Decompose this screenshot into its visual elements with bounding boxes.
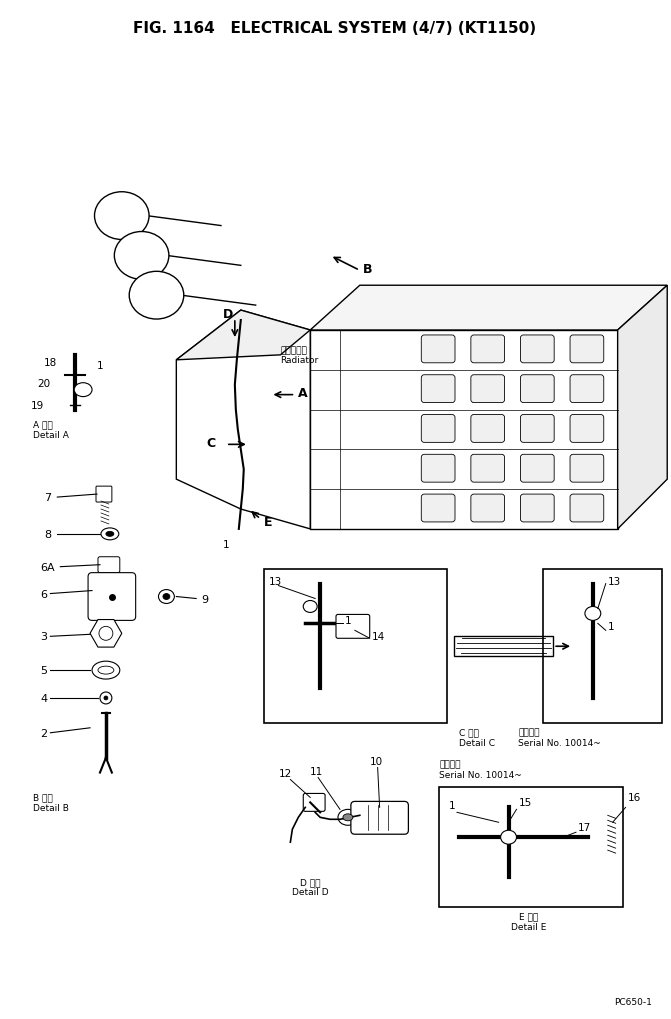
Text: 3: 3 [40,632,48,642]
Ellipse shape [163,594,170,600]
Text: 適用号艦
Serial No. 10014~: 適用号艦 Serial No. 10014~ [439,760,522,780]
Text: 13: 13 [608,576,621,586]
Circle shape [104,696,108,700]
Text: 12: 12 [278,768,292,777]
Text: 1: 1 [449,801,456,810]
FancyBboxPatch shape [521,375,554,404]
Circle shape [99,627,113,641]
Text: 13: 13 [268,576,282,586]
Ellipse shape [74,383,92,397]
Text: 15: 15 [519,798,531,808]
Ellipse shape [106,532,114,537]
Text: 9: 9 [201,594,208,604]
Polygon shape [310,286,667,330]
FancyBboxPatch shape [88,573,136,621]
FancyBboxPatch shape [521,494,554,523]
Text: 1: 1 [97,361,103,371]
Text: 2: 2 [40,728,48,738]
FancyBboxPatch shape [439,788,623,907]
FancyBboxPatch shape [421,454,455,483]
Text: 適用号艦
Serial No. 10014~: 適用号艦 Serial No. 10014~ [519,729,601,748]
Text: FIG. 1164   ELECTRICAL SYSTEM (4/7) (KT1150): FIG. 1164 ELECTRICAL SYSTEM (4/7) (KT115… [134,20,537,36]
FancyBboxPatch shape [471,494,505,523]
Ellipse shape [114,232,169,280]
Text: PC650-1: PC650-1 [615,998,652,1007]
Text: B 詳細
Detail B: B 詳細 Detail B [32,793,68,812]
Text: A 詳細
Detail A: A 詳細 Detail A [32,420,68,439]
FancyBboxPatch shape [421,494,455,523]
Text: 4: 4 [40,693,48,703]
Ellipse shape [92,661,120,680]
FancyBboxPatch shape [471,415,505,443]
FancyBboxPatch shape [570,375,604,404]
FancyBboxPatch shape [303,794,325,811]
Ellipse shape [585,607,601,621]
FancyBboxPatch shape [351,802,409,835]
FancyBboxPatch shape [570,415,604,443]
Ellipse shape [130,272,184,320]
Text: 16: 16 [627,793,641,803]
Text: 1: 1 [608,622,615,632]
Text: B: B [363,263,372,275]
Text: 6A: 6A [40,562,55,572]
Text: 7: 7 [44,492,52,502]
Text: D: D [223,308,234,320]
Text: 14: 14 [372,632,385,642]
Text: A: A [299,387,308,399]
FancyBboxPatch shape [521,454,554,483]
Polygon shape [310,330,617,530]
Ellipse shape [101,529,119,540]
Ellipse shape [501,830,517,845]
Ellipse shape [303,601,317,612]
Text: 10: 10 [370,756,383,766]
FancyBboxPatch shape [421,335,455,364]
Ellipse shape [95,193,149,240]
FancyBboxPatch shape [521,415,554,443]
Text: 19: 19 [31,400,44,411]
Text: 5: 5 [40,665,48,676]
Ellipse shape [98,666,114,675]
FancyBboxPatch shape [570,335,604,364]
Polygon shape [176,311,310,361]
Text: 17: 17 [578,822,591,833]
Text: 18: 18 [44,358,57,368]
FancyBboxPatch shape [570,454,604,483]
Ellipse shape [338,809,358,825]
Ellipse shape [158,590,174,604]
FancyBboxPatch shape [96,487,112,502]
FancyBboxPatch shape [421,375,455,404]
Text: C: C [206,436,215,449]
Text: 1: 1 [345,615,352,626]
FancyBboxPatch shape [471,454,505,483]
Text: 11: 11 [310,766,323,775]
Text: 20: 20 [38,378,50,388]
Text: C 詳細
Detail C: C 詳細 Detail C [459,729,495,748]
Text: 1: 1 [223,539,229,549]
Text: 8: 8 [44,529,52,539]
FancyBboxPatch shape [521,335,554,364]
Text: ラジエータ
Radiator: ラジエータ Radiator [280,345,319,365]
FancyBboxPatch shape [544,570,662,723]
Polygon shape [617,286,667,530]
FancyBboxPatch shape [98,557,120,573]
Circle shape [100,692,112,704]
FancyBboxPatch shape [570,494,604,523]
Polygon shape [176,311,310,530]
Text: E: E [264,516,272,529]
FancyBboxPatch shape [421,415,455,443]
FancyBboxPatch shape [471,335,505,364]
Text: D 詳細
Detail D: D 詳細 Detail D [292,877,329,897]
FancyBboxPatch shape [336,614,370,639]
Text: E 詳細
Detail E: E 詳細 Detail E [511,912,546,931]
FancyBboxPatch shape [264,570,447,723]
Text: 6: 6 [40,589,48,599]
FancyBboxPatch shape [471,375,505,404]
Ellipse shape [343,814,353,821]
